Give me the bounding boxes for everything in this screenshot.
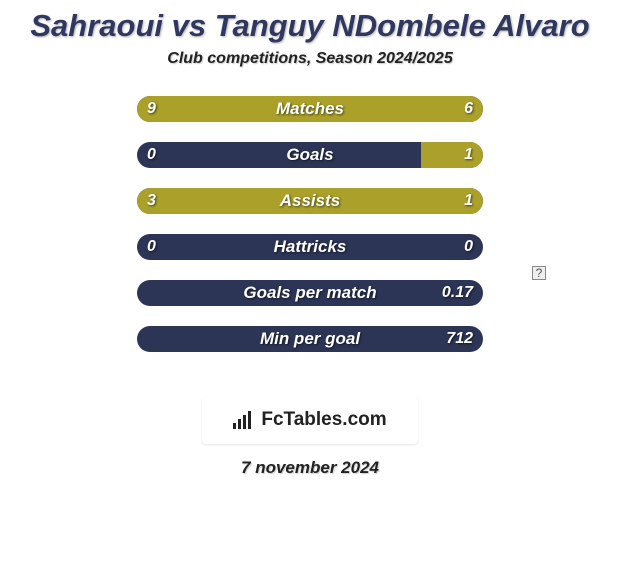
stat-bar: 0.17Goals per match <box>137 280 483 306</box>
page-title: Sahraoui vs Tanguy NDombele Alvaro <box>0 0 620 44</box>
subtitle: Club competitions, Season 2024/2025 <box>0 50 620 68</box>
placeholder-icon: ? <box>532 266 546 280</box>
stat-bar: 712Min per goal <box>137 326 483 352</box>
stat-label: Matches <box>137 96 483 122</box>
stat-label: Min per goal <box>137 326 483 352</box>
player-left-avatar <box>8 216 112 248</box>
stat-label: Goals <box>137 142 483 168</box>
stat-bar: 96Matches <box>137 96 483 122</box>
player-right-shadow <box>499 354 601 382</box>
comparison-infographic: Sahraoui vs Tanguy NDombele Alvaro Club … <box>0 0 620 580</box>
stat-label: Goals per match <box>137 280 483 306</box>
stat-bar: 01Goals <box>137 142 483 168</box>
stat-label: Hattricks <box>137 234 483 260</box>
brand-bars-icon <box>233 411 255 429</box>
stat-bars: 96Matches 01Goals 31Assists 00Hattricks 0.17… <box>137 96 483 372</box>
brand-badge: FcTables.com <box>202 396 418 444</box>
player-left-shadow <box>20 274 120 300</box>
brand-text: FcTables.com <box>261 409 386 431</box>
date-text: 7 november 2024 <box>0 458 620 478</box>
stat-bar: 31Assists <box>137 188 483 214</box>
stat-label: Assists <box>137 188 483 214</box>
stat-bar: 00Hattricks <box>137 234 483 260</box>
